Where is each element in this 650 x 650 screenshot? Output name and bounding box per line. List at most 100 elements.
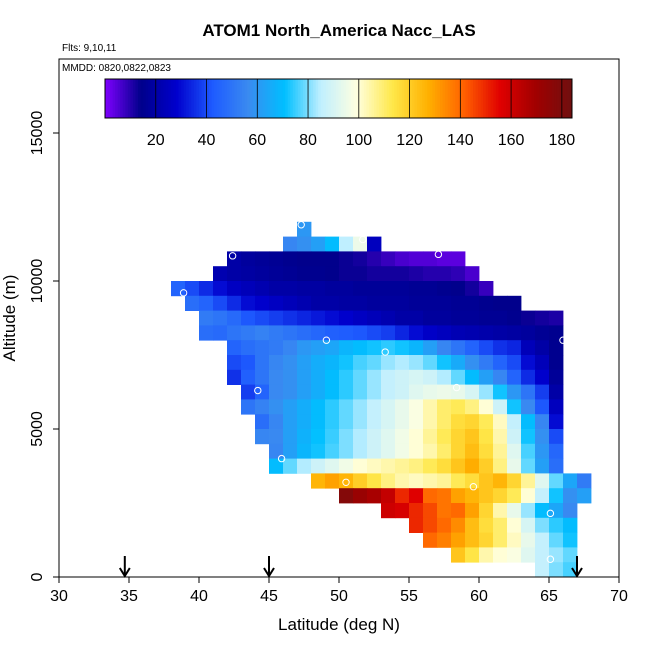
colorbar-swatch — [473, 79, 477, 118]
profile-point — [342, 478, 350, 486]
heatmap-cell — [311, 251, 326, 267]
heatmap-cell — [465, 325, 480, 341]
colorbar-swatch — [513, 79, 517, 118]
colorbar-tick-label: 80 — [299, 132, 317, 149]
colorbar-swatch — [516, 79, 520, 118]
heatmap-cell — [437, 340, 452, 356]
heatmap-cell — [311, 399, 326, 415]
heatmap-cell — [339, 429, 354, 445]
heatmap-cell — [269, 399, 284, 415]
profile-point — [179, 289, 188, 297]
heatmap-cell — [283, 443, 298, 459]
heatmap-cell — [423, 399, 438, 415]
heatmap-cell — [549, 429, 564, 445]
heatmap-cell — [465, 414, 480, 430]
heatmap-cell — [241, 399, 256, 415]
colorbar-swatch — [181, 79, 185, 118]
heatmap-cell — [213, 310, 228, 326]
colorbar-swatch — [165, 79, 169, 118]
colorbar-swatch — [305, 79, 309, 118]
heatmap-cell — [185, 295, 200, 311]
heatmap-cell — [493, 532, 508, 548]
colorbar-swatch — [399, 79, 403, 118]
colorbar-swatch — [130, 79, 134, 118]
heatmap-cell — [283, 399, 298, 415]
heatmap-cell — [535, 473, 550, 489]
heatmap-cell — [451, 310, 466, 326]
colorbar-swatch — [361, 79, 365, 118]
heatmap-cell — [353, 399, 368, 415]
colorbar-swatch — [269, 79, 274, 118]
colorbar-swatch — [148, 79, 152, 118]
colorbar-swatch — [417, 79, 421, 118]
colorbar-swatch — [521, 79, 525, 118]
heatmap-cell — [507, 414, 522, 430]
colorbar-swatch — [135, 79, 139, 118]
profile-point — [359, 235, 367, 244]
heatmap-cell — [325, 399, 340, 415]
heatmap-cell — [465, 281, 480, 297]
heatmap-cell — [493, 429, 508, 445]
heatmap-cell — [409, 281, 424, 297]
heatmap-cell — [381, 281, 396, 297]
heatmap-cell — [381, 473, 396, 489]
heatmap-cell — [325, 295, 340, 311]
heatmap-cell — [409, 251, 424, 267]
heatmap-cell — [465, 369, 480, 385]
heatmap-cell — [241, 295, 256, 311]
heatmap-cell — [549, 458, 564, 474]
heatmap-cell — [311, 310, 326, 326]
heatmap-cell — [437, 355, 452, 371]
heatmap-cell — [367, 384, 382, 400]
heatmap-cell — [409, 399, 424, 415]
heatmap-cell — [395, 251, 410, 267]
heatmap-cell — [367, 369, 382, 385]
y-tick-label: 15000 — [29, 111, 46, 156]
heatmap-cell — [269, 429, 284, 445]
heatmap-cell — [423, 295, 438, 311]
heatmap-cell — [255, 355, 270, 371]
colorbar-swatch — [219, 79, 223, 118]
profile-point — [254, 386, 262, 395]
colorbar-swatch — [470, 79, 474, 118]
heatmap-cell — [269, 266, 284, 282]
heatmap-cell — [479, 340, 494, 356]
heatmap-cell — [507, 384, 522, 400]
heatmap-cell — [479, 355, 494, 371]
heatmap-cell — [269, 251, 284, 267]
heatmap-cell — [381, 443, 396, 459]
heatmap-cell — [283, 325, 298, 341]
colorbar-swatch — [110, 79, 114, 118]
heatmap-cell — [297, 221, 312, 237]
x-tick-label: 50 — [330, 588, 348, 605]
heatmap-cell — [479, 503, 494, 519]
x-tick-label: 70 — [610, 588, 628, 605]
heatmap-cell — [353, 458, 368, 474]
heatmap-cell — [311, 369, 326, 385]
heatmap-cell — [283, 414, 298, 430]
heatmap-cell — [367, 458, 382, 474]
heatmap-cell — [283, 251, 298, 267]
colorbar-swatch — [257, 79, 261, 118]
chart-title: ATOM1 North_America Nacc_LAS — [202, 21, 475, 40]
heatmap-cell — [395, 369, 410, 385]
heatmap-cell — [507, 310, 522, 326]
heatmap-cell — [521, 340, 536, 356]
heatmap-cell — [269, 458, 284, 474]
heatmap-cell — [535, 310, 550, 326]
dates-label: MMDD: 0820,0822,0823 — [62, 63, 171, 74]
colorbar-swatch — [206, 79, 210, 118]
heatmap-cell — [549, 532, 564, 548]
heatmap-cell — [409, 503, 424, 519]
heatmap-cell — [353, 414, 368, 430]
colorbar-swatch — [105, 79, 109, 118]
colorbar-swatch — [480, 79, 484, 118]
heatmap-cell — [367, 429, 382, 445]
heatmap-cell — [451, 443, 466, 459]
heatmap-cell — [255, 281, 270, 297]
colorbar-swatch — [363, 79, 367, 118]
heatmap-cell — [297, 384, 312, 400]
y-axis-label: Altitude (m) — [0, 275, 19, 362]
profile-point — [546, 555, 555, 563]
heatmap-cell — [269, 310, 284, 326]
